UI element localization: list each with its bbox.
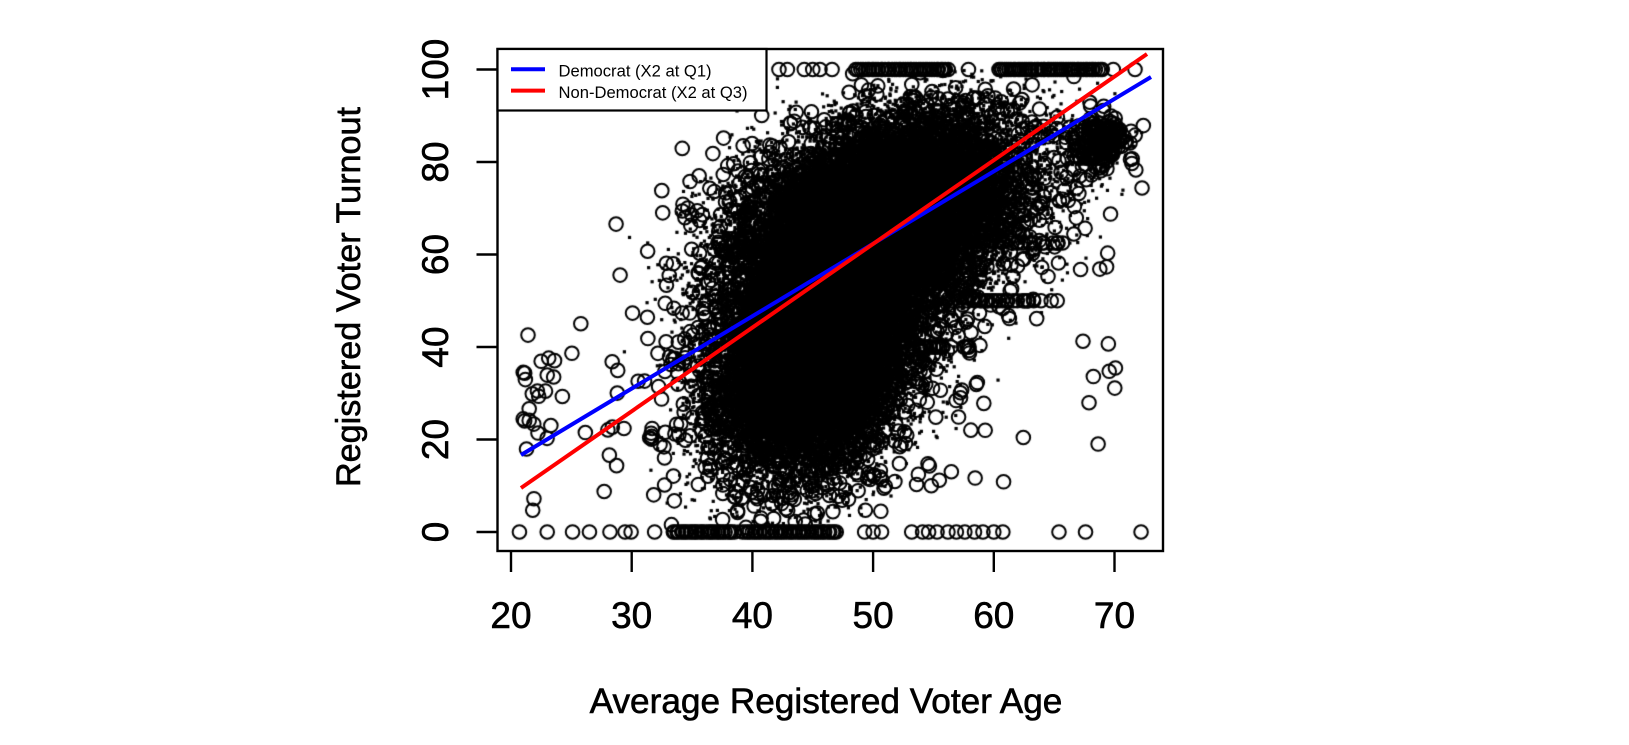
svg-text:40: 40 [732, 595, 773, 636]
svg-text:30: 30 [611, 595, 652, 636]
svg-text:60: 60 [973, 595, 1014, 636]
svg-text:Democrat (X2 at Q1): Democrat (X2 at Q1) [559, 62, 712, 81]
svg-text:50: 50 [853, 595, 894, 636]
svg-text:100: 100 [415, 39, 456, 101]
svg-text:70: 70 [1094, 595, 1135, 636]
svg-text:40: 40 [415, 326, 456, 367]
svg-text:Average Registered Voter Age: Average Registered Voter Age [590, 682, 1063, 721]
svg-text:Registered Voter Turnout: Registered Voter Turnout [330, 106, 368, 487]
svg-text:20: 20 [490, 595, 531, 636]
svg-text:Non-Democrat (X2 at Q3): Non-Democrat (X2 at Q3) [559, 83, 748, 102]
svg-text:20: 20 [415, 419, 456, 460]
svg-text:60: 60 [415, 234, 456, 275]
svg-text:80: 80 [415, 141, 456, 182]
svg-text:0: 0 [415, 522, 456, 543]
